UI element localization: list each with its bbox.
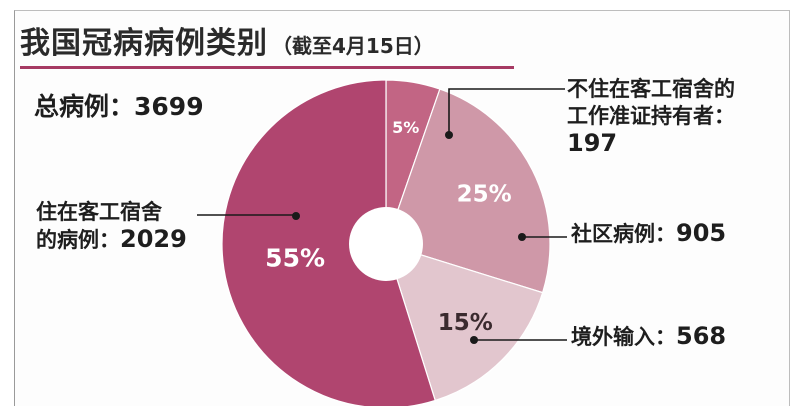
callout-dorm-line2-wrap: 的病例：2029 — [36, 226, 187, 254]
total-cases: 总病例：3699 — [34, 87, 204, 123]
callout-non-dorm-value: 197 — [567, 129, 618, 157]
chart-subtitle: （截至4月15日） — [272, 34, 434, 58]
leader-dot-imported — [470, 336, 478, 344]
chart-title: 我国冠病病例类别 — [20, 26, 268, 61]
callout-non-dorm-line1: 不住在客工宿舍的 — [567, 77, 735, 101]
callout-non-dorm: 不住在客工宿舍的 工作准证持有者： 197 — [567, 76, 735, 157]
callout-dorm: 住在客工宿舍 的病例：2029 — [36, 199, 187, 254]
pie-percent-label-imported: 15% — [438, 310, 493, 336]
pie-center-hole — [349, 207, 423, 281]
callout-dorm-line1: 住在客工宿舍 — [36, 200, 162, 224]
leader-dot-dorm — [292, 212, 300, 220]
pie-percent-label-dorm: 55% — [265, 244, 325, 273]
leader-dot-community — [518, 233, 526, 241]
callout-non-dorm-line2: 工作准证持有者： — [567, 104, 735, 128]
callout-imported-label: 境外输入： — [571, 325, 676, 349]
pie-slice-community — [385, 88, 551, 294]
leader-dot-non_dorm — [445, 131, 453, 139]
total-value: 3699 — [134, 92, 204, 121]
callout-community: 社区病例：905 — [571, 220, 726, 248]
total-label: 总病例： — [34, 92, 135, 121]
callout-community-label: 社区病例： — [571, 222, 676, 246]
leader-line-non_dorm — [448, 88, 565, 135]
title-row: 我国冠病病例类别 （截至4月15日） — [20, 18, 434, 62]
pie-slice-imported — [385, 243, 544, 402]
pie-slice-dorm — [221, 79, 436, 406]
callout-imported: 境外输入：568 — [571, 323, 726, 351]
callout-dorm-line2: 的病例： — [36, 228, 120, 252]
callout-imported-value: 568 — [676, 322, 727, 350]
callout-community-value: 905 — [676, 219, 727, 247]
title-underline — [20, 66, 514, 69]
pie-percent-label-non_dorm: 5% — [392, 118, 419, 137]
callout-dorm-value: 2029 — [120, 225, 187, 253]
pie-percent-label-community: 25% — [457, 181, 512, 207]
